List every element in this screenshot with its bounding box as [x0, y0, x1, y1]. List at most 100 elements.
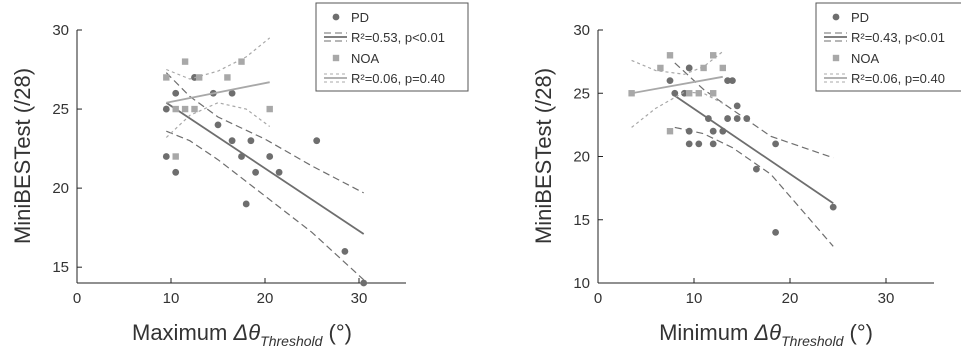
y-tick-label: 15: [573, 212, 590, 229]
data-point: [224, 74, 231, 81]
data-point: [360, 279, 368, 287]
y-tick-label: 15: [52, 259, 69, 276]
data-point: [710, 90, 717, 97]
data-point: [743, 115, 751, 122]
data-point: [628, 90, 635, 97]
legend-stats: R²=0.06, p=0.40: [851, 71, 945, 86]
regression-line: [165, 101, 365, 235]
data-point: [242, 200, 250, 208]
y-axis-label: MiniBESTest (/28): [10, 68, 35, 244]
legend-box: [315, 2, 469, 92]
y-tick-label: 10: [573, 275, 590, 292]
legend-label: NOA: [351, 51, 380, 66]
data-point: [733, 115, 741, 122]
data-point: [228, 89, 236, 97]
data-point: [686, 90, 693, 97]
data-point: [695, 140, 703, 148]
regression-line: [166, 81, 270, 104]
data-point: [191, 105, 198, 113]
legend-marker: [832, 13, 840, 21]
ci-upper-line: [165, 72, 364, 194]
data-point: [829, 203, 837, 211]
data-point: [172, 105, 179, 113]
data-point: [172, 89, 180, 97]
data-point: [772, 140, 779, 148]
x-tick-label: 20: [257, 290, 274, 307]
data-point: [275, 168, 283, 176]
x-tick-label: 10: [163, 290, 180, 307]
x-tick-label: 0: [73, 290, 81, 307]
data-point: [238, 153, 245, 160]
regression-line: [631, 75, 723, 95]
y-axis-label: MiniBESTest (/28): [531, 68, 556, 244]
ci-upper-line: [166, 37, 271, 80]
legend-stats: R²=0.53, p<0.01: [351, 30, 445, 45]
legend-label: PD: [851, 10, 869, 25]
data-point: [695, 90, 702, 97]
y-tick-label: 20: [573, 149, 590, 166]
data-point: [196, 74, 203, 81]
data-point: [163, 74, 170, 81]
ci-lower-line: [674, 126, 834, 247]
x-axis-label: Minimum ΔθThreshold (°): [659, 320, 873, 349]
data-point: [671, 89, 679, 97]
ci-upper-line: [674, 62, 834, 159]
x-tick-label: 30: [878, 290, 895, 307]
y-tick-label: 30: [573, 22, 590, 39]
data-point: [172, 168, 180, 176]
panel-1: 15 20 25 30 0 10 20 30 MiniBESTest (/28) Maximum …: [10, 2, 469, 349]
data-point: [724, 77, 731, 84]
data-point: [228, 137, 236, 145]
data-point: [313, 137, 321, 145]
data-point: [252, 168, 259, 176]
data-point: [247, 137, 255, 145]
data-point: [162, 105, 170, 113]
x-tick-label: 10: [686, 290, 703, 307]
x-axis-label: Maximum ΔθThreshold (°): [132, 320, 352, 349]
data-point: [172, 153, 179, 160]
data-point: [666, 52, 674, 59]
legend: PD R²=0.43, p<0.01 NOA R²=0.06, p=0.40: [815, 2, 961, 92]
data-point: [733, 102, 741, 110]
legend-stats: R²=0.43, p<0.01: [851, 30, 945, 45]
data-point: [709, 140, 717, 148]
legend-box: [815, 2, 961, 92]
y-tick-label: 25: [573, 85, 590, 102]
series-pd: [162, 72, 368, 287]
data-point: [266, 153, 274, 160]
data-point: [238, 58, 245, 65]
series-pd: [666, 62, 837, 247]
series-noa: [163, 37, 273, 160]
data-point: [214, 121, 222, 129]
ci-lower-line: [165, 102, 271, 138]
data-point: [719, 64, 726, 72]
data-point: [657, 64, 664, 72]
legend-label: PD: [351, 10, 369, 25]
legend-label: NOA: [851, 51, 880, 66]
data-point: [181, 58, 189, 65]
data-point: [710, 52, 717, 59]
data-point: [162, 153, 170, 160]
data-point: [729, 77, 736, 84]
legend-marker: [332, 13, 340, 21]
data-point: [181, 105, 189, 113]
regression-line: [674, 95, 834, 205]
data-point: [709, 127, 717, 135]
series-noa: [628, 51, 726, 135]
y-tick-label: 20: [52, 180, 69, 197]
legend: PD R²=0.53, p<0.01 NOA R²=0.06, p=0.40: [315, 2, 469, 92]
data-point: [685, 127, 693, 135]
y-tick-label: 25: [52, 101, 69, 118]
data-point: [341, 247, 349, 255]
data-point: [685, 64, 693, 72]
data-point: [685, 140, 693, 148]
data-point: [266, 105, 273, 113]
data-point: [666, 77, 674, 84]
data-point: [724, 115, 731, 122]
data-point: [666, 128, 674, 135]
legend-marker: [832, 54, 840, 62]
x-tick-label: 30: [351, 290, 368, 307]
x-tick-label: 0: [594, 290, 602, 307]
